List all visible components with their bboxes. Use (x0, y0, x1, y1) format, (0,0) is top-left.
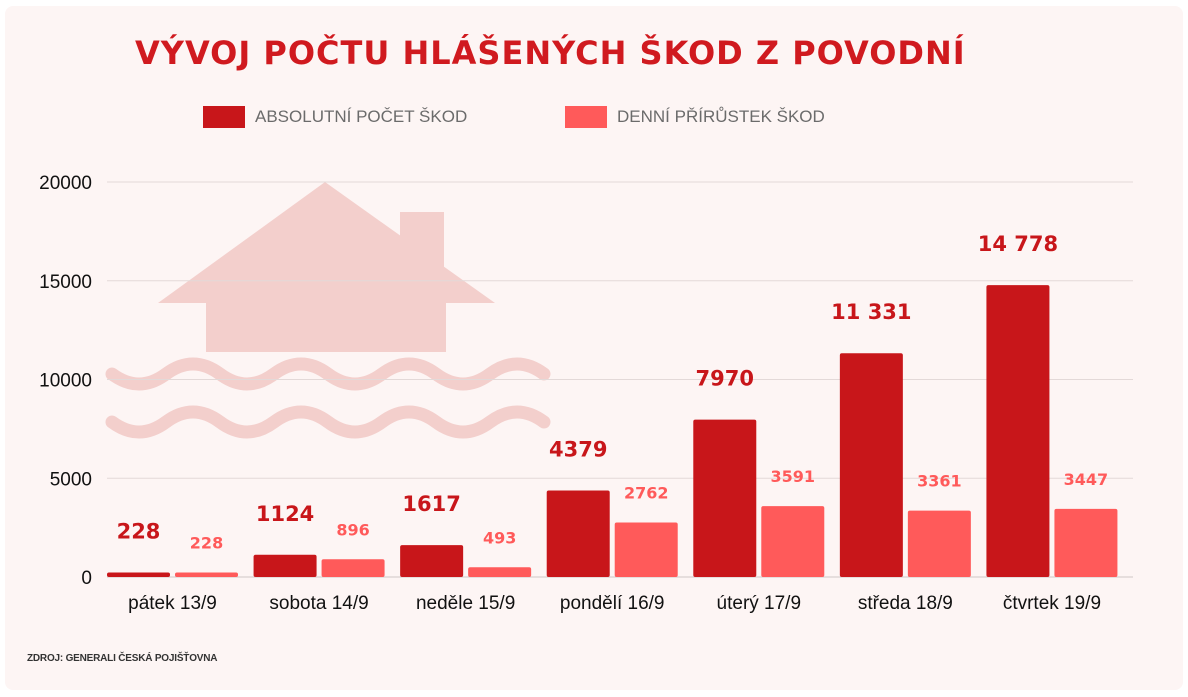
legend-label-absolute: ABSOLUTNÍ POČET ŠKOD (255, 107, 468, 126)
data-label-absolute: 4379 (549, 438, 607, 462)
data-label-daily: 3447 (1064, 470, 1109, 489)
legend-swatch-absolute (203, 106, 245, 128)
data-label-absolute: 1617 (402, 492, 460, 516)
bar-absolute (986, 285, 1050, 577)
x-tick-label: středa 18/9 (858, 593, 953, 614)
legend-swatch-daily (565, 106, 607, 128)
data-label-daily: 228 (190, 533, 223, 552)
y-tick-label: 5000 (50, 469, 92, 490)
y-tick-label: 0 (81, 568, 92, 589)
data-labels: 228 228 pátek 13/9 1124 896 sobota 14/9 1617 49… (117, 232, 1109, 614)
bar-daily (907, 510, 971, 577)
bar-daily (614, 522, 678, 577)
bar-absolute (546, 490, 610, 577)
flooded-house-icon (105, 182, 551, 439)
bar-daily (321, 559, 385, 577)
x-tick-label: čtvrtek 19/9 (1003, 593, 1101, 614)
x-tick-label: pondělí 16/9 (560, 593, 665, 614)
x-tick-label: úterý 17/9 (717, 593, 802, 614)
bar-absolute (107, 572, 170, 577)
bar-absolute (839, 353, 903, 577)
bar-absolute (400, 545, 464, 577)
bars (107, 285, 1118, 577)
bar-daily (761, 506, 825, 577)
bar-absolute (693, 419, 757, 577)
legend-item-absolute: ABSOLUTNÍ POČET ŠKOD (203, 106, 467, 128)
chart-title: VÝVOJ POČTU HLÁŠENÝCH ŠKOD Z POVODNÍ (135, 34, 966, 72)
y-tick-label: 20000 (39, 173, 92, 194)
data-label-daily: 493 (483, 528, 516, 547)
bar-daily (1054, 508, 1118, 577)
data-label-daily: 896 (336, 520, 369, 539)
y-tick-label: 10000 (39, 371, 92, 392)
x-tick-label: neděle 15/9 (416, 593, 515, 614)
bar-absolute (253, 554, 317, 577)
data-label-daily: 3361 (917, 472, 962, 491)
legend-label-daily: DENNÍ PŘÍRŮSTEK ŠKOD (617, 107, 825, 126)
data-label-absolute: 1124 (256, 502, 314, 526)
data-label-absolute: 14 778 (978, 232, 1058, 256)
x-tick-label: sobota 14/9 (269, 593, 368, 614)
data-label-absolute: 11 331 (831, 300, 911, 324)
data-label-daily: 3591 (771, 467, 816, 486)
legend-item-daily: DENNÍ PŘÍRŮSTEK ŠKOD (565, 106, 825, 128)
bar-daily (468, 567, 532, 577)
source-note: ZDROJ: GENERALI ČESKÁ POJIŠŤOVNA (27, 653, 218, 664)
y-tick-label: 15000 (39, 272, 92, 293)
bar-daily (175, 572, 238, 577)
data-label-absolute: 228 (117, 519, 161, 543)
x-tick-label: pátek 13/9 (128, 593, 217, 614)
data-label-absolute: 7970 (696, 367, 754, 391)
data-label-daily: 2762 (624, 483, 669, 502)
